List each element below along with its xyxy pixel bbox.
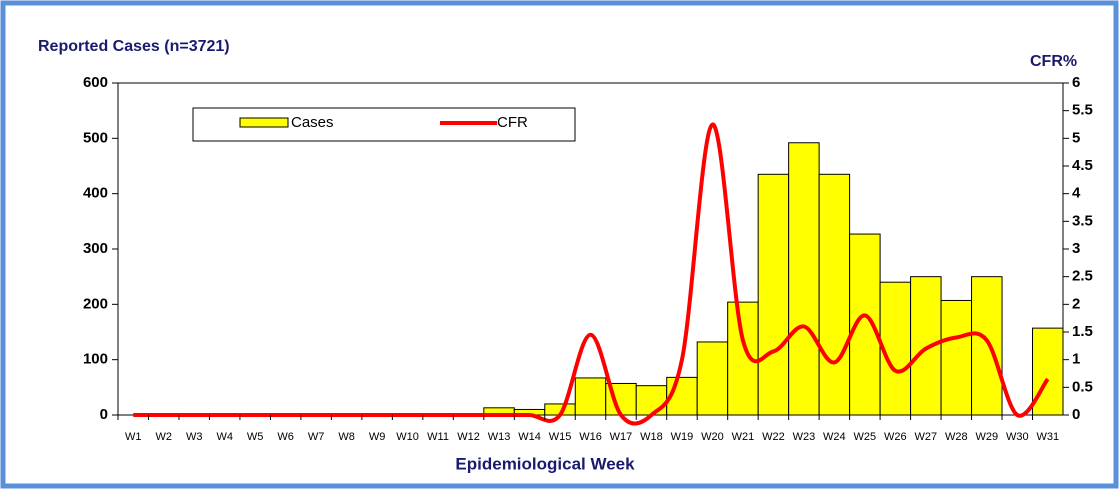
y2-tick-label: 4.5 <box>1072 157 1093 174</box>
x-tick-label: W5 <box>247 431 264 443</box>
x-tick-label: W25 <box>854 431 877 443</box>
y2-tick-label: 4 <box>1072 185 1081 202</box>
x-tick-label: W13 <box>488 431 511 443</box>
x-tick-label: W15 <box>549 431 572 443</box>
y2-tick-label: 3.5 <box>1072 212 1093 229</box>
x-tick-label: W3 <box>186 431 203 443</box>
y2-tick-label: 3 <box>1072 240 1080 257</box>
y2-tick-label: 0.5 <box>1072 378 1093 395</box>
y2-title: CFR% <box>1030 53 1077 70</box>
x-tick-label: W31 <box>1036 431 1059 443</box>
x-tick-label: W19 <box>671 431 694 443</box>
y-tick-label: 600 <box>83 74 108 91</box>
x-tick-label: W22 <box>762 431 785 443</box>
bar <box>574 377 607 416</box>
x-tick-label: W18 <box>640 431 663 443</box>
bar <box>910 276 942 416</box>
x-tick-label: W4 <box>216 431 233 443</box>
x-tick-label: W27 <box>915 431 938 443</box>
x-title: Epidemiological Week <box>455 454 635 473</box>
y-tick-label: 300 <box>83 240 108 257</box>
chart-title: Reported Cases (n=3721) <box>38 38 230 55</box>
x-tick-label: W10 <box>396 431 419 443</box>
y2-tick-label: 1 <box>1072 351 1080 368</box>
x-tick-label: W7 <box>308 431 325 443</box>
y2-tick-label: 6 <box>1072 74 1080 91</box>
bar <box>940 299 973 416</box>
x-tick-label: W14 <box>518 431 541 443</box>
x-tick-label: W28 <box>945 431 968 443</box>
bar <box>971 276 1003 416</box>
y2-tick-label: 5 <box>1072 129 1080 146</box>
bar <box>818 173 851 416</box>
x-tick-label: W20 <box>701 431 724 443</box>
y2-tick-label: 2 <box>1072 295 1080 312</box>
y-tick-label: 200 <box>83 295 108 312</box>
x-tick-label: W24 <box>823 431 846 443</box>
y-tick-label: 0 <box>100 406 108 423</box>
y2-tick-label: 5.5 <box>1072 102 1093 119</box>
x-tick-label: W26 <box>884 431 907 443</box>
bar <box>635 385 668 416</box>
x-tick-label: W2 <box>155 431 172 443</box>
x-tick-label: W30 <box>1006 431 1029 443</box>
x-tick-label: W23 <box>793 431 816 443</box>
bar <box>788 142 820 416</box>
legend-swatch <box>239 117 289 128</box>
x-tick-label: W17 <box>610 431 633 443</box>
y2-tick-label: 1.5 <box>1072 323 1093 340</box>
x-tick-label: W8 <box>338 431 355 443</box>
x-tick-label: W6 <box>277 431 294 443</box>
cfr-line <box>133 122 1050 426</box>
y2-tick-label: 2.5 <box>1072 268 1093 285</box>
bar <box>1032 327 1064 416</box>
y2-tick-label: 0 <box>1072 406 1080 423</box>
y-tick-label: 500 <box>83 129 108 146</box>
legend-label: Cases <box>291 114 334 131</box>
x-tick-label: W29 <box>975 431 998 443</box>
x-tick-label: W16 <box>579 431 602 443</box>
bar <box>879 281 912 416</box>
x-tick-label: W9 <box>369 431 386 443</box>
x-tick-label: W12 <box>457 431 480 443</box>
y-tick-label: 100 <box>83 351 108 368</box>
bar <box>757 173 790 416</box>
y-tick-label: 400 <box>83 185 108 202</box>
x-tick-label: W21 <box>732 431 755 443</box>
legend-label: CFR <box>497 114 528 131</box>
x-tick-label: W11 <box>427 431 449 443</box>
x-tick-label: W1 <box>125 431 142 443</box>
bar <box>696 341 729 416</box>
